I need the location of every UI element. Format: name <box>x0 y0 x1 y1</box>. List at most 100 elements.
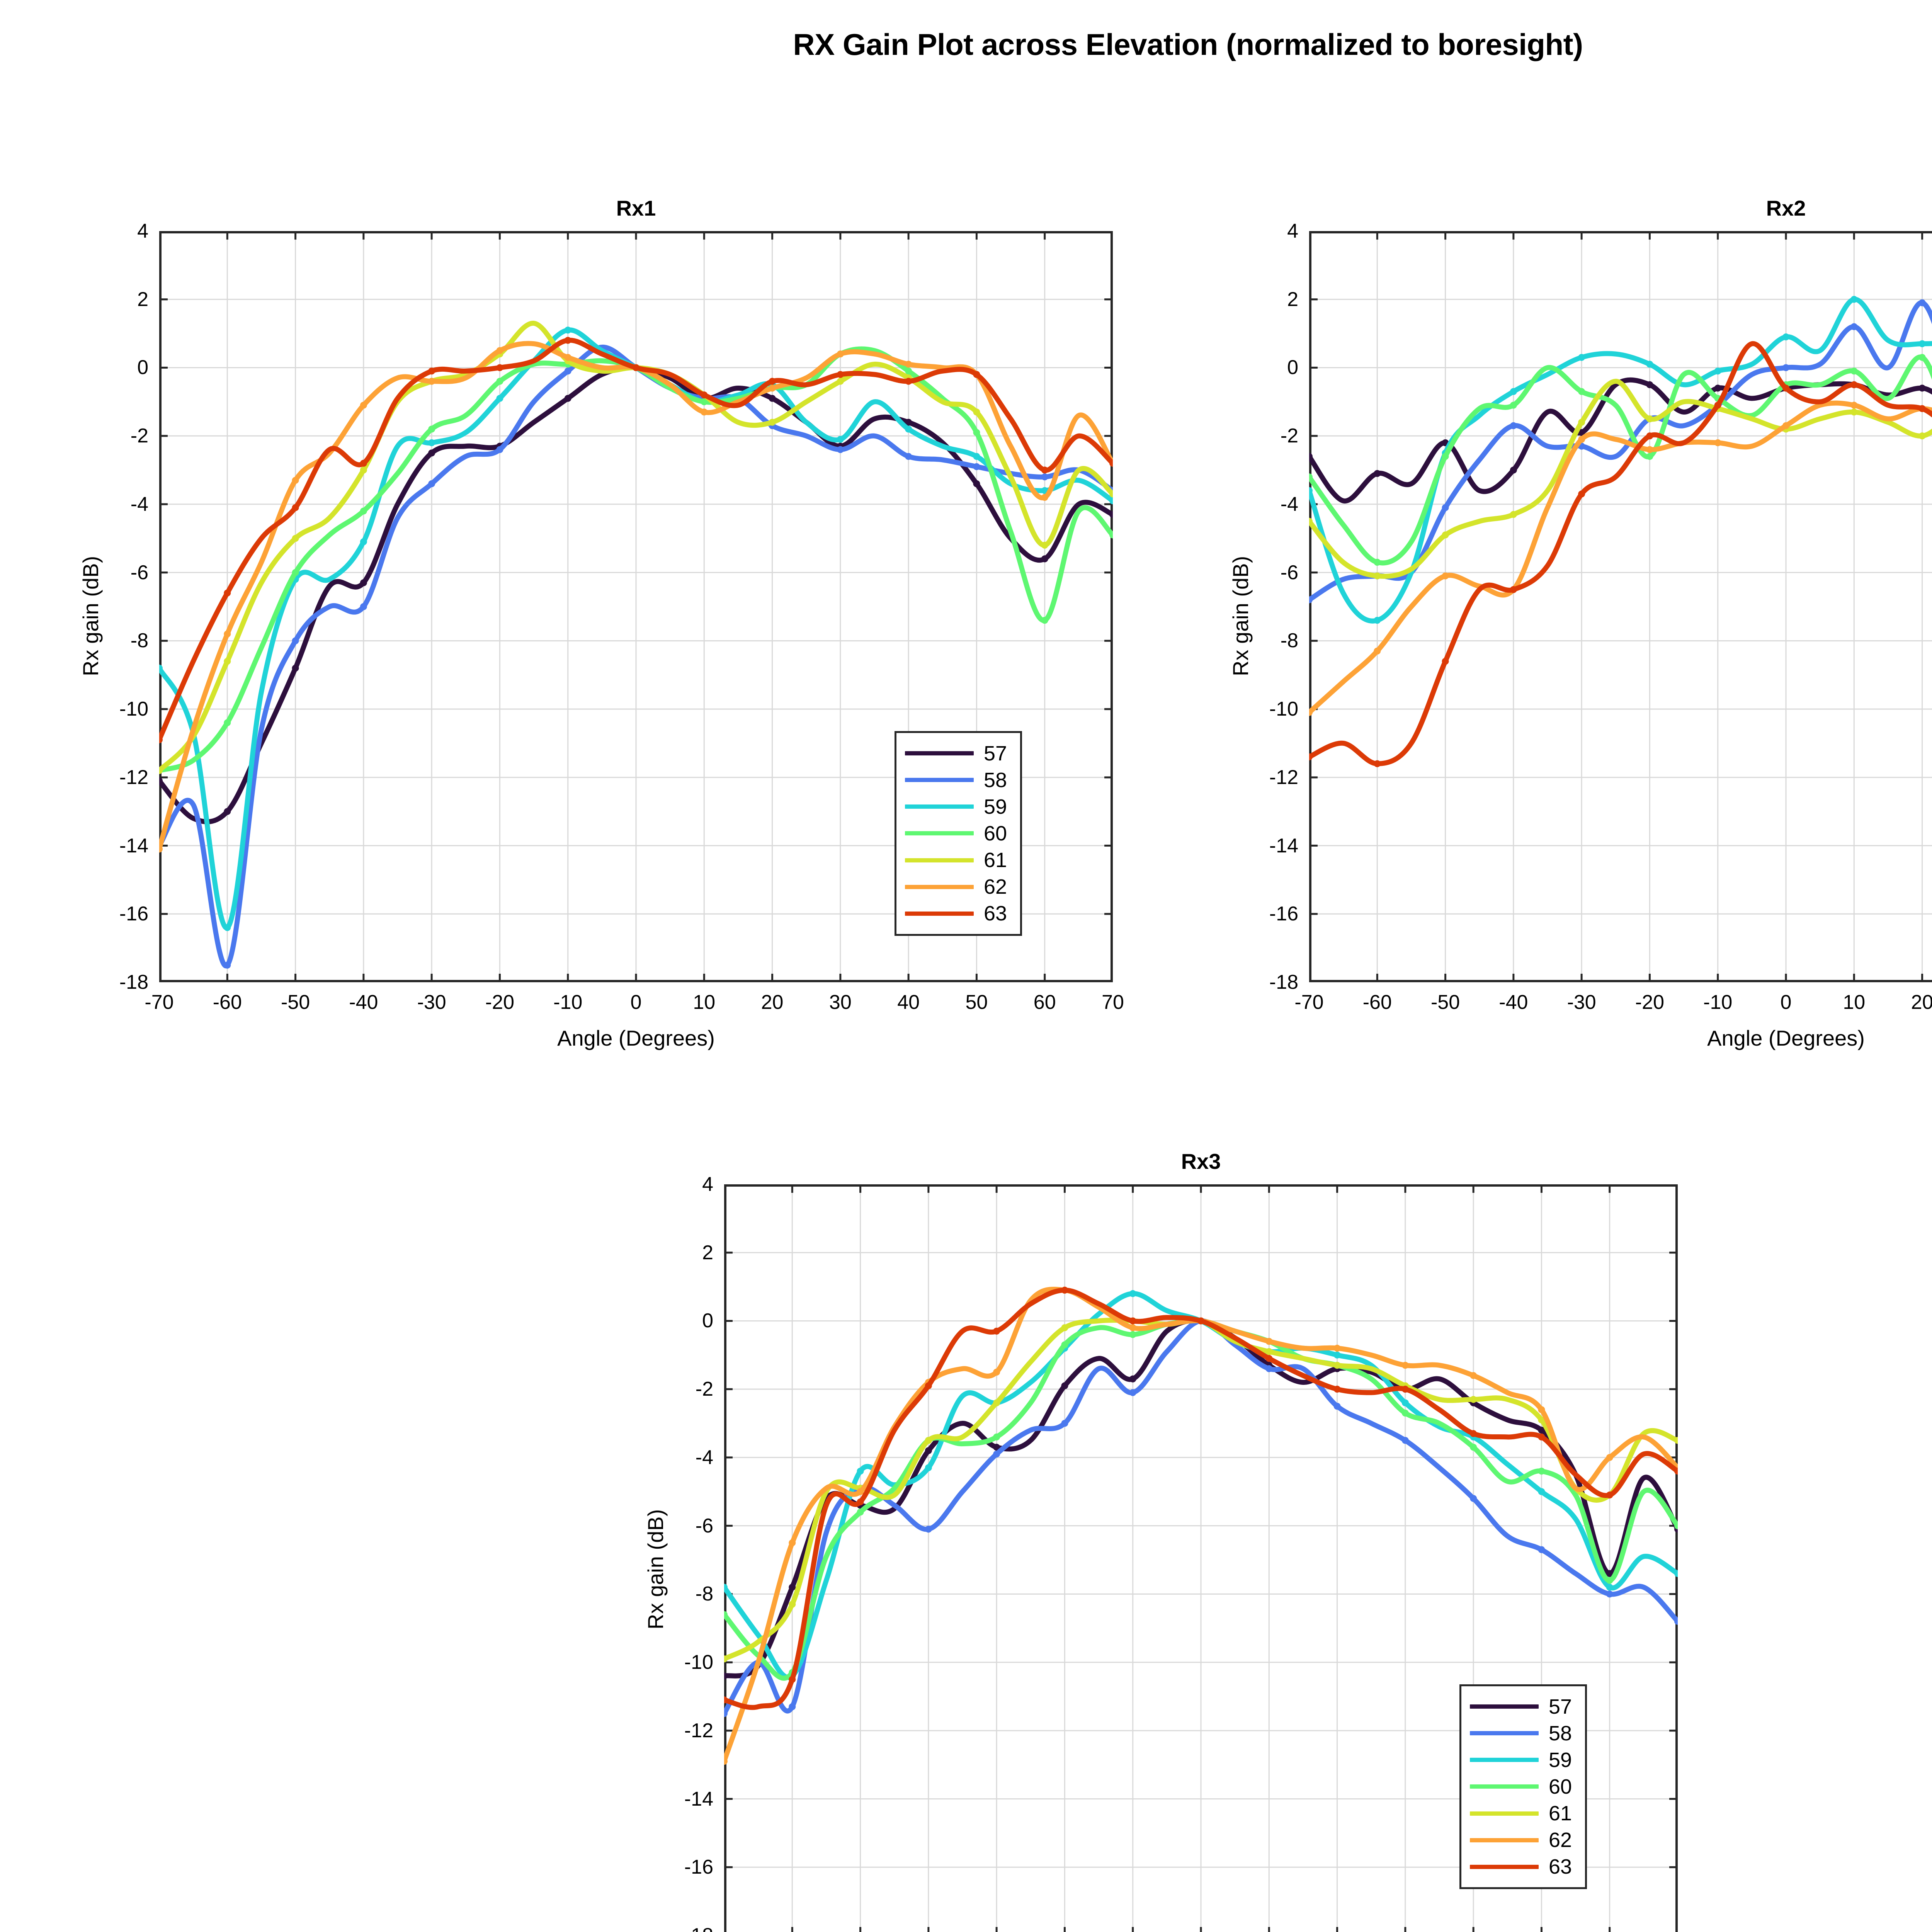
series-marker-60 <box>1442 453 1449 460</box>
series-marker-62 <box>724 1758 728 1765</box>
series-marker-59 <box>360 538 367 546</box>
y-tick-label: 2 <box>1287 288 1298 311</box>
series-marker-60 <box>1309 473 1313 481</box>
series-marker-57 <box>1109 511 1113 518</box>
legend-label: 57 <box>1549 1695 1572 1718</box>
series-marker-60 <box>360 507 367 515</box>
series-marker-58 <box>564 367 571 375</box>
legend-item-59[interactable]: 59 <box>905 793 1012 820</box>
legend[interactable]: 57 58 59 60 61 62 63 <box>1459 1684 1587 1889</box>
legend-item-62[interactable]: 62 <box>905 874 1012 900</box>
y-tick-label: 2 <box>137 288 148 311</box>
series-marker-57 <box>993 1444 1000 1451</box>
series-marker-63 <box>789 1676 796 1683</box>
legend[interactable]: 57 58 59 60 61 62 63 <box>895 731 1022 936</box>
series-marker-58 <box>837 446 844 453</box>
series-marker-63 <box>1041 466 1048 474</box>
series-marker-61 <box>1646 415 1653 422</box>
series-marker-58 <box>925 1526 932 1533</box>
y-tick-label: 0 <box>137 356 148 379</box>
y-tick-label: -10 <box>119 698 148 721</box>
series-marker-63 <box>1265 1355 1273 1362</box>
subplot-rx2: Rx2 4 2 0 -2 -4 -6 -8 -10 -12 -14 -16 -18 -70 -60 -50 -4… <box>1228 196 1932 1050</box>
series-marker-62 <box>1470 1372 1477 1379</box>
series-marker-62 <box>1333 1345 1341 1352</box>
legend-item-61[interactable]: 61 <box>1470 1800 1577 1827</box>
legend-item-59[interactable]: 59 <box>1470 1747 1577 1773</box>
y-tick-label: -6 <box>130 561 148 584</box>
legend-swatch-61 <box>1470 1811 1539 1816</box>
series-marker-62 <box>1442 572 1449 580</box>
series-marker-63 <box>724 1696 728 1704</box>
y-tick-label: -4 <box>695 1446 713 1469</box>
x-tick-label: -30 <box>1567 991 1596 1014</box>
series-marker-59 <box>925 1464 932 1471</box>
series-marker-61 <box>1918 432 1926 440</box>
series-marker-59 <box>1374 617 1381 624</box>
series-marker-63 <box>1538 1433 1545 1440</box>
series-marker-63 <box>1606 1492 1613 1499</box>
x-tick-label: 0 <box>630 991 642 1014</box>
legend-item-60[interactable]: 60 <box>905 820 1012 847</box>
y-tick-label: -2 <box>695 1378 713 1401</box>
series-marker-61 <box>789 1600 796 1608</box>
legend-swatch-57 <box>905 751 974 756</box>
legend-swatch-59 <box>1470 1758 1539 1762</box>
series-marker-61 <box>1265 1348 1273 1355</box>
series-marker-59 <box>1850 296 1858 303</box>
legend-item-63[interactable]: 63 <box>1470 1854 1577 1880</box>
y-tick-label: -16 <box>1269 903 1298 925</box>
legend-item-58[interactable]: 58 <box>905 767 1012 793</box>
series-marker-59 <box>1510 388 1517 395</box>
legend-item-58[interactable]: 58 <box>1470 1720 1577 1747</box>
legend-swatch-61 <box>905 858 974 862</box>
series-marker-62 <box>1129 1324 1136 1332</box>
legend-item-60[interactable]: 60 <box>1470 1773 1577 1800</box>
series-marker-63 <box>1918 405 1926 412</box>
series-marker-60 <box>1646 453 1653 460</box>
series-marker-59 <box>905 425 912 433</box>
x-axis-label: Angle (Degrees) <box>557 1026 715 1050</box>
series-marker-57 <box>360 579 367 587</box>
series-marker-61 <box>1578 418 1585 426</box>
y-tick-label: 4 <box>1287 220 1298 242</box>
legend-item-63[interactable]: 63 <box>905 900 1012 927</box>
legend-item-57[interactable]: 57 <box>1470 1693 1577 1720</box>
x-tick-label: -10 <box>553 991 583 1014</box>
series-marker-60 <box>428 425 435 433</box>
y-tick-label: -6 <box>695 1514 713 1537</box>
series-marker-60 <box>905 367 912 375</box>
legend-item-61[interactable]: 61 <box>905 847 1012 874</box>
x-tick-label: -70 <box>145 991 174 1014</box>
series-marker-61 <box>973 408 980 416</box>
series-marker-59 <box>224 924 231 931</box>
series-marker-58 <box>1538 1546 1545 1553</box>
series-marker-58 <box>1918 299 1926 306</box>
legend-item-57[interactable]: 57 <box>905 740 1012 767</box>
legend-label: 59 <box>1549 1748 1572 1772</box>
legend-label: 63 <box>1549 1855 1572 1879</box>
series-marker-60 <box>1850 367 1858 375</box>
series-marker-63 <box>1646 432 1653 440</box>
series-marker-59 <box>1782 333 1789 340</box>
x-tick-label: 50 <box>965 991 988 1014</box>
series-marker-58 <box>496 446 503 453</box>
series-marker-62 <box>1646 446 1653 453</box>
series-marker-63 <box>1197 1317 1204 1325</box>
plot-canvas <box>724 1184 1678 1932</box>
series-marker-63 <box>1674 1468 1678 1475</box>
y-tick-label: -8 <box>130 629 148 652</box>
y-tick-label: -14 <box>1269 834 1298 857</box>
series-marker-60 <box>1129 1331 1136 1338</box>
x-tick-label: 70 <box>1102 991 1124 1014</box>
series-marker-61 <box>837 378 844 385</box>
series-marker-58 <box>1674 1618 1678 1625</box>
series-marker-58 <box>1333 1403 1341 1410</box>
series-marker-62 <box>789 1539 796 1546</box>
series-marker-63 <box>1442 658 1449 665</box>
series-marker-63 <box>360 459 367 467</box>
series-marker-58 <box>993 1451 1000 1458</box>
series-marker-62 <box>1374 647 1381 655</box>
legend-item-62[interactable]: 62 <box>1470 1827 1577 1854</box>
series-marker-57 <box>1646 381 1653 388</box>
